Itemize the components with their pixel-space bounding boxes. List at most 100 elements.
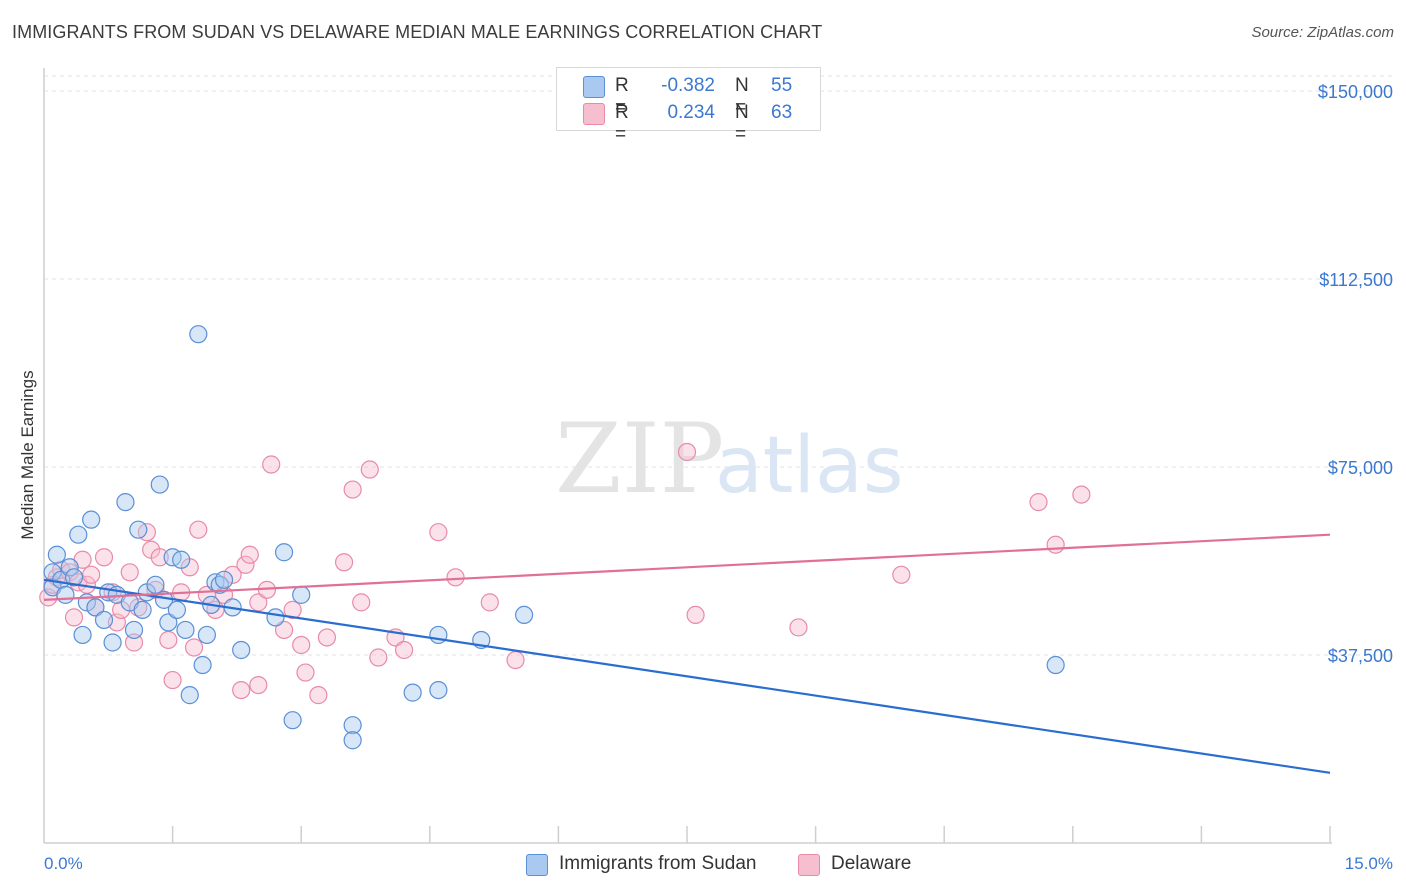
delaware-point bbox=[309, 686, 328, 705]
delaware-point bbox=[789, 618, 808, 637]
delaware-point bbox=[64, 608, 84, 627]
delaware-point bbox=[394, 640, 414, 660]
sudan-point bbox=[515, 605, 534, 625]
legend-n-label: N = bbox=[735, 75, 749, 118]
delaware-point bbox=[343, 480, 362, 499]
y-tick-label: $150,000 bbox=[1318, 82, 1393, 102]
x-tick-label-max: 15.0% bbox=[1345, 854, 1393, 873]
legend-r-label: R = bbox=[615, 75, 629, 118]
sudan-point bbox=[159, 613, 178, 632]
sudan-point bbox=[214, 570, 234, 589]
bottom-legend-label-sudan: Immigrants from Sudan bbox=[559, 853, 757, 874]
delaware-point bbox=[506, 650, 525, 670]
x-tick-label-min: 0.0% bbox=[44, 854, 83, 873]
sudan-point bbox=[266, 608, 285, 627]
watermark-atlas: atlas bbox=[715, 421, 904, 511]
sudan-point bbox=[232, 640, 251, 660]
delaware-point bbox=[317, 628, 337, 647]
chart-source: Source: ZipAtlas.com bbox=[1251, 24, 1394, 41]
delaware-point bbox=[334, 553, 354, 572]
sudan-point bbox=[56, 585, 75, 604]
sudan-point bbox=[129, 520, 148, 539]
delaware-point bbox=[223, 565, 242, 584]
sudan-point bbox=[167, 600, 186, 619]
sudan-point bbox=[180, 686, 199, 705]
sudan-point bbox=[47, 545, 66, 564]
delaware-point bbox=[262, 455, 281, 474]
y-tick-labels: $37,500 $75,000 $112,500 $150,000 bbox=[1318, 82, 1393, 666]
axes bbox=[43, 68, 1332, 844]
bottom-legend-swatch-delaware bbox=[798, 854, 820, 876]
sudan-point bbox=[343, 731, 362, 750]
delaware-point bbox=[274, 620, 294, 640]
delaware-point bbox=[240, 545, 259, 564]
sudan-point bbox=[73, 625, 92, 645]
legend-n-value: 63 bbox=[771, 102, 793, 123]
sudan-point bbox=[82, 510, 101, 529]
x-ticks bbox=[171, 826, 1331, 843]
delaware-point bbox=[352, 593, 371, 612]
legend-r-label: R = bbox=[615, 102, 629, 145]
legend-r-value: 0.234 bbox=[667, 102, 715, 123]
sudan-point bbox=[133, 600, 152, 619]
y-tick-label: $112,500 bbox=[1319, 270, 1393, 290]
sudan-point bbox=[86, 598, 105, 617]
delaware-point bbox=[677, 442, 697, 462]
delaware-point bbox=[94, 548, 114, 567]
sudan-point bbox=[103, 633, 122, 652]
series-delaware bbox=[39, 442, 1091, 705]
delaware-point bbox=[184, 638, 204, 657]
sudan-point bbox=[64, 568, 84, 587]
legend-swatch-delaware bbox=[583, 103, 605, 125]
sudan-point bbox=[274, 543, 294, 562]
watermark: ZIP atlas bbox=[555, 403, 904, 515]
sudan-point bbox=[69, 525, 88, 544]
bottom-legend-swatch-sudan bbox=[526, 854, 548, 876]
delaware-trendline bbox=[43, 533, 1331, 601]
sudan-point bbox=[124, 620, 144, 640]
sudan-point bbox=[197, 625, 216, 645]
delaware-point bbox=[120, 563, 139, 582]
legend-r-value: -0.382 bbox=[661, 75, 715, 96]
legend-n-value: 55 bbox=[771, 75, 793, 96]
delaware-point bbox=[236, 555, 255, 574]
sudan-point bbox=[283, 711, 302, 730]
delaware-point bbox=[429, 523, 448, 542]
delaware-point bbox=[480, 593, 499, 612]
sudan-point bbox=[343, 716, 362, 735]
sudan-point bbox=[193, 655, 212, 675]
sudan-point bbox=[172, 550, 191, 569]
sudan-trendline bbox=[43, 578, 1331, 774]
y-tick-label: $75,000 bbox=[1328, 458, 1393, 478]
delaware-point bbox=[892, 565, 911, 584]
trendlines bbox=[43, 533, 1331, 774]
sudan-point bbox=[150, 475, 169, 494]
delaware-point bbox=[296, 663, 315, 682]
delaware-point bbox=[360, 460, 379, 479]
watermark-zip: ZIP bbox=[555, 403, 724, 515]
bottom-legend-label-delaware: Delaware bbox=[831, 853, 912, 874]
y-axis-label: Median Male Earnings bbox=[18, 370, 37, 539]
delaware-point bbox=[1046, 535, 1065, 554]
legend-n-label: N = bbox=[735, 102, 749, 145]
sudan-point bbox=[189, 325, 208, 344]
delaware-point bbox=[249, 675, 268, 695]
sudan-point bbox=[403, 683, 422, 702]
sudan-point bbox=[146, 575, 165, 594]
sudan-point bbox=[94, 610, 114, 630]
delaware-point bbox=[369, 648, 388, 667]
delaware-point bbox=[292, 635, 311, 655]
sudan-point bbox=[176, 620, 195, 640]
y-tick-label: $37,500 bbox=[1328, 646, 1393, 666]
delaware-point bbox=[1029, 493, 1048, 512]
sudan-point bbox=[292, 585, 311, 604]
delaware-point bbox=[189, 520, 208, 539]
correlation-legend: R = -0.382 N = 55 R = 0.234 N = 63 bbox=[556, 67, 821, 145]
delaware-point bbox=[82, 565, 101, 584]
delaware-point bbox=[283, 600, 302, 619]
delaware-point bbox=[686, 605, 705, 625]
delaware-point bbox=[150, 548, 169, 567]
sudan-point bbox=[60, 558, 79, 577]
sudan-point bbox=[116, 493, 135, 512]
